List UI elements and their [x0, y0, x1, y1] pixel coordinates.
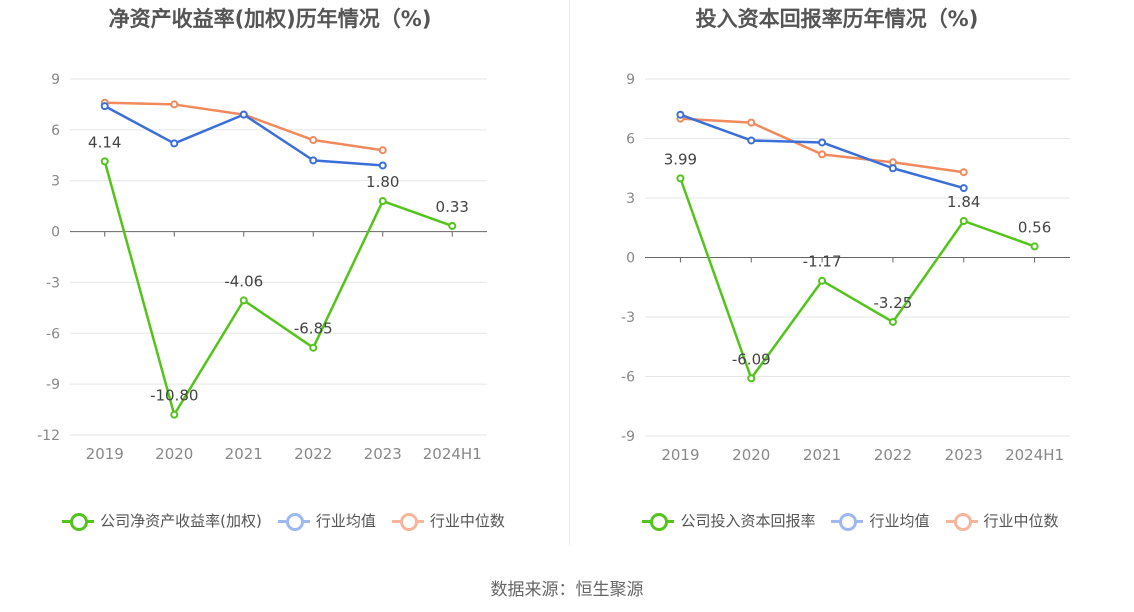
chart-title: 投入资本回报率历年情况（%)	[695, 7, 979, 31]
data-point-median	[309, 136, 318, 145]
y-tick-label: -6	[621, 370, 635, 386]
y-tick-label: -9	[621, 429, 635, 445]
data-point-avg	[378, 161, 387, 170]
data-point-avg	[959, 184, 968, 193]
legend-label: 行业中位数	[983, 512, 1059, 530]
x-tick-label: 2023	[945, 446, 983, 464]
x-tick-label: 2022	[874, 446, 912, 464]
data-point-company	[170, 410, 179, 419]
data-point-company	[1030, 242, 1039, 251]
legend-label: 公司投入资本回报率	[680, 512, 816, 530]
data-point-avg	[100, 102, 109, 111]
data-point-company	[378, 197, 387, 206]
panel-divider	[569, 0, 570, 545]
x-tick-label: 2024H1	[423, 445, 482, 463]
data-point-avg	[309, 156, 318, 165]
series-line-company	[103, 161, 453, 416]
data-label: 4.14	[88, 133, 121, 151]
y-tick-label: -3	[46, 275, 60, 291]
x-tick-label: 2021	[803, 446, 841, 464]
data-point-company	[959, 217, 968, 226]
y-tick-label: 9	[626, 72, 635, 88]
series-line-company	[679, 177, 1036, 380]
legend-item-median[interactable]: 行业中位数	[945, 510, 1059, 531]
chart-legend: 公司投入资本回报率 行业均值 行业中位数	[567, 510, 1134, 531]
x-tick-label: 2021	[225, 445, 263, 463]
data-point-company	[239, 296, 248, 305]
data-point-company	[448, 221, 457, 230]
data-point-company	[747, 374, 756, 383]
legend-item-company[interactable]: 公司投入资本回报率	[642, 510, 815, 531]
x-tick-label: 2020	[732, 446, 770, 464]
data-label: -3.25	[874, 294, 913, 312]
legend-label: 行业中位数	[429, 512, 505, 530]
data-label: 3.99	[664, 150, 697, 168]
data-point-median	[959, 168, 968, 177]
series-line-median	[104, 101, 383, 152]
data-point-avg	[747, 136, 756, 145]
x-tick-label: 2022	[294, 445, 332, 463]
roe-chart-panel: 净资产收益率(加权)历年情况（%) 9 6 3 0 -3 -6 -9 -12 2019 2020 2…	[0, 0, 567, 560]
y-tick-label: 3	[626, 191, 635, 207]
x-tick-label: 2020	[155, 445, 193, 463]
data-point-company	[888, 317, 897, 326]
data-point-median	[818, 150, 827, 159]
x-tick-label: 2019	[661, 446, 699, 464]
y-tick-label: -12	[37, 428, 60, 444]
data-point-median	[747, 118, 756, 127]
legend-symbol-avg	[831, 512, 864, 531]
data-label: -10.80	[150, 387, 198, 405]
x-tick-label: 2019	[86, 445, 124, 463]
legend-label: 行业均值	[315, 512, 376, 530]
data-point-company	[309, 343, 318, 352]
x-tick-label: 2023	[364, 445, 402, 463]
legend-symbol-company	[62, 512, 95, 531]
y-tick-label: -6	[46, 326, 60, 342]
y-tick-label: 6	[626, 132, 635, 148]
legend-item-company[interactable]: 公司净资产收益率(加权)	[62, 510, 262, 531]
roe-chart-svg: 9 6 3 0 -3 -6 -9 -12 2019 2020 2021 2022 2023 2024H1 4…	[37, 72, 487, 463]
legend-item-median[interactable]: 行业中位数	[391, 510, 505, 531]
data-label: -6.09	[732, 350, 771, 368]
y-tick-label: 6	[51, 123, 60, 139]
legend-item-avg[interactable]: 行业均值	[277, 510, 376, 531]
legend-label: 公司净资产收益率(加权)	[100, 512, 262, 530]
legend-symbol-avg	[277, 512, 310, 531]
y-tick-label: 9	[51, 72, 60, 88]
data-label: 0.33	[436, 198, 469, 216]
legend-label: 行业均值	[869, 512, 930, 530]
roic-chart-svg: 9 6 3 0 -3 -6 -9 2019 2020 2021 2022 2023 2024H1 3.99…	[621, 72, 1070, 464]
roic-chart-panel: 投入资本回报率历年情况（%) 9 6 3 0 -3 -6 -9 2019 2020 2021 202…	[567, 0, 1134, 560]
data-label: -1.17	[803, 253, 842, 271]
data-point-avg	[888, 164, 897, 173]
data-point-avg	[170, 139, 179, 148]
y-tick-label: -9	[46, 377, 60, 393]
data-source: 数据来源：恒生聚源	[490, 580, 644, 600]
data-point-company	[100, 157, 109, 166]
data-label: -6.85	[294, 320, 333, 338]
y-tick-label: 0	[51, 225, 60, 241]
data-label: -4.06	[224, 272, 263, 290]
data-label: 1.80	[366, 173, 399, 191]
data-point-avg	[676, 110, 685, 119]
data-point-median	[378, 146, 387, 155]
data-label: 0.56	[1018, 218, 1051, 236]
y-tick-label: 3	[51, 174, 60, 190]
y-tick-label: -3	[621, 310, 635, 326]
data-label: 1.84	[947, 193, 980, 211]
chart-title: 净资产收益率(加权)历年情况（%)	[108, 7, 432, 31]
chart-legend: 公司净资产收益率(加权) 行业均值 行业中位数	[0, 510, 567, 531]
data-point-company	[818, 276, 827, 285]
x-tick-label: 2024H1	[1005, 446, 1064, 464]
legend-item-avg[interactable]: 行业均值	[831, 510, 930, 531]
legend-symbol-median	[945, 512, 978, 531]
data-point-median	[170, 100, 179, 109]
data-point-avg	[818, 138, 827, 147]
data-point-company	[676, 174, 685, 183]
data-point-avg	[239, 110, 248, 119]
y-tick-label: 0	[626, 251, 635, 267]
legend-symbol-company	[642, 512, 675, 531]
legend-symbol-median	[391, 512, 424, 531]
